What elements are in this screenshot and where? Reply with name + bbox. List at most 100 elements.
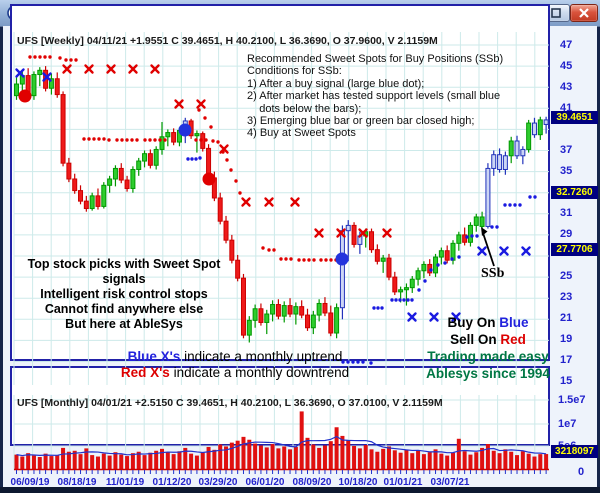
uptrend-legend-line: Blue X's indicate a monthly uptrend [40, 349, 430, 365]
candle-body [299, 306, 305, 316]
candle-body [270, 304, 276, 315]
volume-bar [253, 443, 258, 470]
resistance-dot [307, 258, 311, 262]
buy-signal-dot [335, 252, 349, 266]
resistance-dot [199, 138, 203, 142]
candle-body [456, 234, 462, 244]
ssb-pointer-label: SSb [481, 266, 505, 281]
candle-body [235, 259, 241, 279]
candle-body [60, 94, 66, 164]
sell-on-red-line: Sell On Red [397, 331, 579, 348]
window-frame-bottom [0, 487, 600, 493]
red-x-marker [290, 197, 300, 207]
support-dot [346, 360, 350, 364]
volume-bar [398, 452, 403, 470]
red-x-marker [336, 228, 346, 238]
close-button[interactable] [570, 4, 598, 22]
price-axis-label: 29 [560, 228, 573, 240]
volume-bar [468, 454, 473, 470]
candle-body [328, 312, 334, 334]
marketing-line: Cannot find anywhere else [44, 302, 204, 316]
resistance-dot [267, 248, 271, 252]
candle-body [171, 132, 177, 143]
volume-bar [293, 446, 298, 470]
volume-bar [317, 447, 322, 470]
volume-bar [515, 455, 520, 470]
red-x-marker [314, 228, 324, 238]
resistance-dot [74, 58, 78, 62]
volume-bar [55, 455, 60, 470]
volume-bar [538, 454, 543, 470]
candle-body [66, 162, 72, 180]
buy-on-blue-line: Buy On Blue [397, 314, 579, 331]
volume-bar [49, 456, 54, 470]
support-dot [417, 288, 421, 292]
red-x-marker [241, 197, 251, 207]
resistance-dot [289, 257, 293, 261]
trend-legend: Blue X's indicate a monthly uptrend Red … [40, 349, 430, 381]
candle-body [473, 216, 479, 226]
resistance-dot [158, 138, 162, 142]
blue-x-marker [477, 246, 487, 256]
resistance-dot [143, 138, 147, 142]
volume-bar [165, 452, 170, 470]
volume-bar [340, 435, 345, 470]
candle-body [48, 78, 54, 89]
blue-x-marker [521, 246, 531, 256]
ssb-note-line: 2) After market has tested support level… [247, 90, 501, 103]
candle-body [491, 154, 497, 169]
price-axis-label: 15 [560, 375, 573, 387]
candle-body [112, 167, 118, 180]
volume-bar [95, 456, 100, 470]
ssb-note-line: 1) After a buy signal (large blue dot); [247, 77, 425, 90]
candle-body [316, 302, 322, 316]
resistance-dot [225, 158, 229, 162]
candle-body [264, 313, 270, 323]
support-dot [423, 279, 427, 283]
volume-bar [462, 451, 467, 470]
candle-body [31, 74, 37, 97]
resistance-dot [33, 55, 37, 59]
blue-x-marker [407, 312, 417, 322]
candle-body [374, 249, 380, 262]
date-axis-label: 10/18/20 [338, 477, 378, 488]
volume-bar [90, 455, 95, 470]
volume-bar [357, 448, 362, 470]
volume-bar [288, 449, 293, 470]
resistance-dot [211, 139, 215, 143]
candle-body [339, 230, 345, 309]
support-dot [406, 298, 410, 302]
resistance-dot [324, 258, 328, 262]
date-axis-label: 06/01/20 [245, 477, 285, 488]
volume-bar [503, 449, 508, 470]
resistance-dot [58, 56, 62, 60]
slogan-block: Buy On Blue Sell On Red Trading made eas… [397, 314, 579, 382]
volume-bar [61, 447, 66, 470]
support-dot [470, 234, 474, 238]
support-dot [410, 298, 414, 302]
volume-axis-label: 1e7 [558, 418, 577, 430]
price-axis-label: 43 [560, 81, 573, 93]
buy-prefix: Buy On [447, 315, 500, 330]
resistance-dot [216, 140, 220, 144]
candle-body [101, 184, 107, 207]
volume-bar [31, 455, 36, 470]
candle-body [223, 220, 229, 241]
volume-bar [451, 452, 455, 470]
volume-badge: 3218097 [551, 445, 598, 458]
support-dot [198, 156, 202, 160]
volume-bar [346, 440, 351, 470]
blue-x-marker [15, 68, 25, 78]
sell-word: Red [500, 332, 526, 347]
price-axis-label: 35 [560, 165, 573, 177]
blue-x-marker [499, 246, 509, 256]
volume-bar [224, 446, 229, 470]
monthly-quote-line: UFS [Monthly] 04/01/21 +2.5150 C 39.4651… [17, 397, 443, 409]
date-axis-label: 08/09/20 [292, 477, 332, 488]
volume-zero-label: 0 [578, 466, 585, 478]
candle-body [305, 314, 310, 329]
resistance-dot [163, 138, 167, 142]
support-dot [457, 255, 461, 259]
volume-bar [416, 450, 421, 470]
